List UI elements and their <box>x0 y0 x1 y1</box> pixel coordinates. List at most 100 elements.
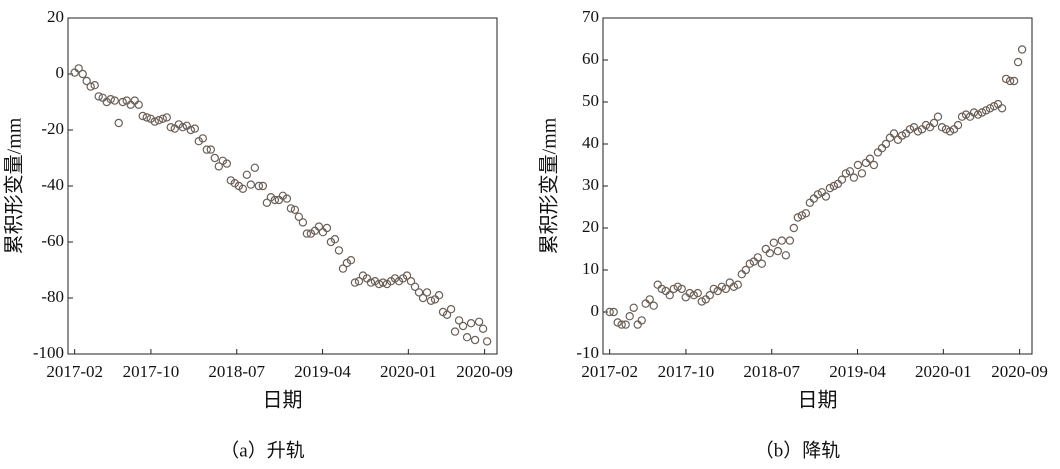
scatter-point <box>953 120 963 130</box>
scatter-point <box>717 282 726 291</box>
scatter-point <box>885 133 895 142</box>
x-tick-label: 2018-07 <box>743 362 800 381</box>
y-tick-label: -20 <box>41 119 64 138</box>
scatter-point <box>118 97 127 107</box>
x-tick-label: 2019-04 <box>829 362 886 381</box>
scatter-point <box>250 163 260 172</box>
scatter-point <box>338 264 348 273</box>
scatter-point <box>737 270 747 279</box>
scatter-point <box>773 246 783 256</box>
y-tick-label: 20 <box>47 7 64 26</box>
scatter-point <box>222 159 232 168</box>
x-tick-label: 2017-02 <box>46 362 103 381</box>
scatter-point <box>186 125 195 135</box>
scatter-point <box>294 212 304 221</box>
scatter-point <box>198 134 208 143</box>
scatter-point <box>973 110 983 119</box>
x-tick-label: 2017-10 <box>123 362 180 381</box>
scatter-point <box>254 181 264 191</box>
scatter-point <box>110 96 119 105</box>
scatter-point <box>350 278 360 287</box>
scatter-point <box>905 125 915 134</box>
scatter-point <box>214 162 224 171</box>
scatter-point <box>1005 76 1015 86</box>
scatter-point <box>458 321 468 331</box>
scatter-point <box>929 118 939 128</box>
scatter-point <box>366 278 376 287</box>
scatter-point <box>665 291 674 300</box>
scatter-point <box>865 154 875 163</box>
scatter-point <box>753 253 763 262</box>
caption: （b）降轨 <box>755 439 841 461</box>
scatter-point <box>150 117 159 126</box>
x-tick-label: 2020-01 <box>380 362 437 381</box>
scatter-point <box>845 167 855 176</box>
scatter-point <box>605 307 614 317</box>
scatter-point <box>649 301 658 310</box>
scatter-point <box>154 115 163 125</box>
scatter-point <box>162 113 171 122</box>
scatter-point <box>258 181 268 191</box>
scatter-point <box>921 120 931 130</box>
scatter-point <box>90 80 99 90</box>
scatter-point <box>881 139 891 149</box>
scatter-point <box>442 310 452 319</box>
scatter-point <box>246 180 256 189</box>
x-tick-label: 2020-01 <box>915 362 972 381</box>
scatter-point <box>114 118 123 128</box>
scatter-point <box>957 112 967 121</box>
x-tick-label: 2018-07 <box>208 362 265 381</box>
y-axis-label: 累积形变量/mm <box>538 117 561 254</box>
scatter-point <box>729 282 738 291</box>
scatter-point <box>346 256 356 265</box>
scatter-point <box>985 104 995 113</box>
scatter-point <box>757 259 767 268</box>
scatter-point <box>777 236 787 245</box>
scatter-point <box>106 94 115 104</box>
x-tick-label: 2020-09 <box>456 362 513 381</box>
scatter-point <box>781 251 791 260</box>
subplot: -10 0 10 20 30 40 50 60 70 2017-02 2017-10 2018-07 2… <box>538 7 1048 461</box>
scatter-point <box>633 320 642 329</box>
scatter-point <box>981 106 991 115</box>
x-tick-label: 2020-09 <box>991 362 1048 381</box>
scatter-point <box>138 111 147 121</box>
scatter-point <box>805 198 815 207</box>
scatter-point <box>841 169 851 178</box>
scatter-point <box>322 223 332 233</box>
scatter-point <box>741 265 751 275</box>
scatter-point <box>801 209 811 218</box>
scatter-point <box>94 92 103 101</box>
scatter-point <box>330 234 340 244</box>
plot-frame <box>602 17 1033 355</box>
scatter-point <box>689 291 698 300</box>
scatter-point <box>861 158 871 168</box>
scatter-point <box>677 284 686 294</box>
scatter-point <box>210 153 220 163</box>
y-tick-label: -40 <box>41 175 64 194</box>
y-tick-label: 30 <box>582 175 599 194</box>
y-tick-label: -100 <box>33 343 64 362</box>
scatter-point <box>977 108 987 117</box>
scatter-point <box>454 316 464 325</box>
scatter-point <box>1001 74 1011 84</box>
scatter-point <box>769 238 779 247</box>
scatter-point <box>681 293 690 302</box>
scatter-point <box>142 113 151 122</box>
scatter-point <box>625 312 634 321</box>
scatter-point <box>126 100 135 110</box>
scatter-point <box>693 288 702 298</box>
scatter-point <box>869 160 879 170</box>
scatter-point <box>705 291 714 300</box>
scatter-point <box>1009 76 1019 86</box>
y-tick-label: 50 <box>582 91 599 110</box>
scatter-point <box>669 284 678 294</box>
scatter-point <box>298 218 308 227</box>
scatter-point <box>745 259 755 268</box>
x-axis-label: 日期 <box>798 390 838 412</box>
scatter-point <box>709 284 718 294</box>
scatter-point <box>789 223 799 233</box>
y-tick-label: 0 <box>56 63 65 82</box>
scatter-point <box>641 299 650 308</box>
scatter-point <box>721 284 730 294</box>
